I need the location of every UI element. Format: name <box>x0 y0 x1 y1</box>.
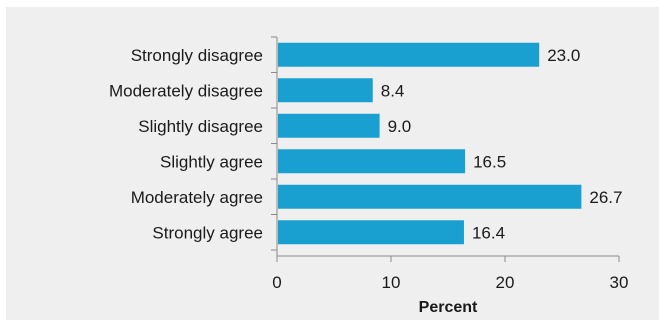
bar-1 <box>278 78 373 103</box>
x-tick-label-2: 20 <box>496 273 515 292</box>
x-tick-label-3: 30 <box>610 273 629 292</box>
x-tick-label-0: 0 <box>272 273 281 292</box>
category-label-4: Moderately agree <box>131 188 263 207</box>
value-labels-group: 23.0 8.4 9.0 16.5 26.7 16.4 <box>381 46 623 243</box>
category-label-0: Strongly disagree <box>131 46 263 65</box>
value-label-1: 8.4 <box>381 81 405 100</box>
bar-5 <box>278 220 464 245</box>
value-label-4: 26.7 <box>589 188 622 207</box>
chart-panel: 23.0 8.4 9.0 16.5 26.7 16.4 Strongly disagree… <box>6 7 659 320</box>
category-label-3: Slightly agree <box>160 152 263 171</box>
x-axis-title: Percent <box>419 299 478 316</box>
bar-4 <box>278 184 582 209</box>
bar-0 <box>278 42 540 67</box>
bar-chart: 23.0 8.4 9.0 16.5 26.7 16.4 Strongly disagree… <box>109 36 628 316</box>
value-label-0: 23.0 <box>547 46 580 65</box>
tick-labels-group: 0 10 20 30 <box>272 273 628 292</box>
category-label-2: Slightly disagree <box>138 117 263 136</box>
x-tick-label-1: 10 <box>382 273 401 292</box>
value-label-2: 9.0 <box>388 117 412 136</box>
value-label-3: 16.5 <box>473 152 506 171</box>
bars-group <box>278 42 582 245</box>
category-label-5: Strongly agree <box>152 223 263 242</box>
bar-2 <box>278 113 380 138</box>
axes-group <box>271 36 620 262</box>
category-label-1: Moderately disagree <box>109 81 263 100</box>
bar-3 <box>278 149 466 174</box>
value-label-5: 16.4 <box>472 223 505 242</box>
category-labels-group: Strongly disagree Moderately disagree Slig… <box>109 46 263 243</box>
